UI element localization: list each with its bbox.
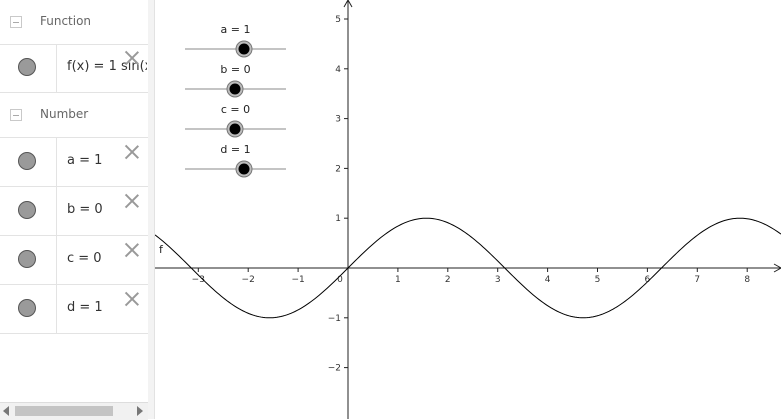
- group-label-number: Number: [40, 107, 89, 121]
- algebra-row-d[interactable]: d = 1: [0, 285, 148, 334]
- slider-knob[interactable]: [238, 163, 250, 175]
- axes: [155, 0, 781, 419]
- x-tick-label: 1: [395, 275, 401, 285]
- x-tick-label: 6: [645, 275, 651, 285]
- sliders[interactable]: a = 1 b = 0 c = 0 d = 1: [185, 23, 286, 178]
- group-label-function: Function: [40, 14, 92, 28]
- visibility-toggle-icon[interactable]: [18, 250, 36, 268]
- x-axis-arrow: [773, 263, 781, 273]
- y-tick-label: −1: [328, 314, 341, 324]
- slider-label: d = 1: [220, 143, 250, 156]
- slider-a[interactable]: a = 1: [185, 23, 286, 58]
- y-tick-label: −2: [328, 364, 341, 374]
- x-tick-label: −1: [291, 275, 304, 285]
- x-tick-label: 2: [445, 275, 451, 285]
- algebra-row-text[interactable]: b = 0: [67, 202, 103, 217]
- visibility-toggle-icon[interactable]: [18, 152, 36, 170]
- row-separator: [56, 44, 57, 92]
- delete-icon[interactable]: [124, 193, 140, 209]
- slider-b[interactable]: b = 0: [185, 63, 286, 98]
- row-separator: [56, 187, 57, 235]
- algebra-row-b[interactable]: b = 0: [0, 187, 148, 236]
- delete-icon[interactable]: [124, 291, 140, 307]
- horizontal-scrollbar[interactable]: [0, 402, 148, 420]
- slider-knob[interactable]: [238, 43, 250, 55]
- algebra-row-a[interactable]: a = 1: [0, 138, 148, 187]
- algebra-row-text[interactable]: d = 1: [67, 300, 103, 315]
- algebra-row-text[interactable]: a = 1: [67, 153, 103, 168]
- row-separator: [56, 285, 57, 333]
- y-axis-arrow: [343, 0, 353, 8]
- slider-d[interactable]: d = 1: [185, 143, 286, 178]
- algebra-view: Function f(x) = 1 sin(x Number a = 1 b =…: [0, 0, 149, 420]
- collapse-icon[interactable]: [10, 16, 22, 28]
- y-tick-label: 3: [335, 115, 341, 125]
- scroll-right-icon[interactable]: [137, 406, 143, 416]
- y-tick-label: 2: [335, 164, 341, 174]
- x-tick-label: 5: [595, 275, 601, 285]
- x-tick-label: 7: [694, 275, 700, 285]
- delete-icon[interactable]: [124, 144, 140, 160]
- delete-icon[interactable]: [124, 242, 140, 258]
- graphics-view[interactable]: −3 −2 −1 1 2 3 4 5 6 7 8 5 4 3 2 1 −1 −2 0 f a = 1 b = 0 c =…: [155, 0, 781, 419]
- view-divider[interactable]: [148, 0, 155, 419]
- slider-label: b = 0: [220, 63, 250, 76]
- algebra-row-text[interactable]: c = 0: [67, 251, 102, 266]
- y-tick-label: 5: [335, 15, 341, 25]
- slider-knob[interactable]: [229, 83, 241, 95]
- group-header-number[interactable]: Number: [0, 93, 148, 138]
- scroll-left-icon[interactable]: [3, 406, 9, 416]
- slider-label: a = 1: [221, 23, 251, 36]
- x-tick-label: 4: [545, 275, 551, 285]
- slider-c[interactable]: c = 0: [185, 103, 286, 138]
- row-separator: [56, 236, 57, 284]
- algebra-row-c[interactable]: c = 0: [0, 236, 148, 285]
- y-tick-label: 1: [335, 214, 341, 224]
- x-tick-label: 8: [744, 275, 750, 285]
- collapse-icon[interactable]: [10, 109, 22, 121]
- function-label: f: [159, 243, 164, 256]
- function-curve[interactable]: [155, 217, 781, 319]
- row-separator: [56, 138, 57, 186]
- x-tick-label: −3: [192, 275, 205, 285]
- x-tick-label: 3: [495, 275, 501, 285]
- algebra-row-f[interactable]: f(x) = 1 sin(x: [0, 44, 148, 93]
- scroll-thumb[interactable]: [15, 406, 113, 416]
- y-tick-label: 4: [335, 65, 341, 75]
- slider-knob[interactable]: [229, 123, 241, 135]
- visibility-toggle-icon[interactable]: [18, 58, 36, 76]
- x-tick-label: −2: [242, 275, 255, 285]
- group-header-function[interactable]: Function: [0, 0, 148, 45]
- axis-ticks: −3 −2 −1 1 2 3 4 5 6 7 8 5 4 3 2 1 −1 −2 0: [192, 15, 751, 374]
- visibility-toggle-icon[interactable]: [18, 299, 36, 317]
- origin-label: 0: [337, 275, 343, 285]
- visibility-toggle-icon[interactable]: [18, 201, 36, 219]
- slider-label: c = 0: [221, 103, 250, 116]
- delete-icon[interactable]: [124, 50, 140, 66]
